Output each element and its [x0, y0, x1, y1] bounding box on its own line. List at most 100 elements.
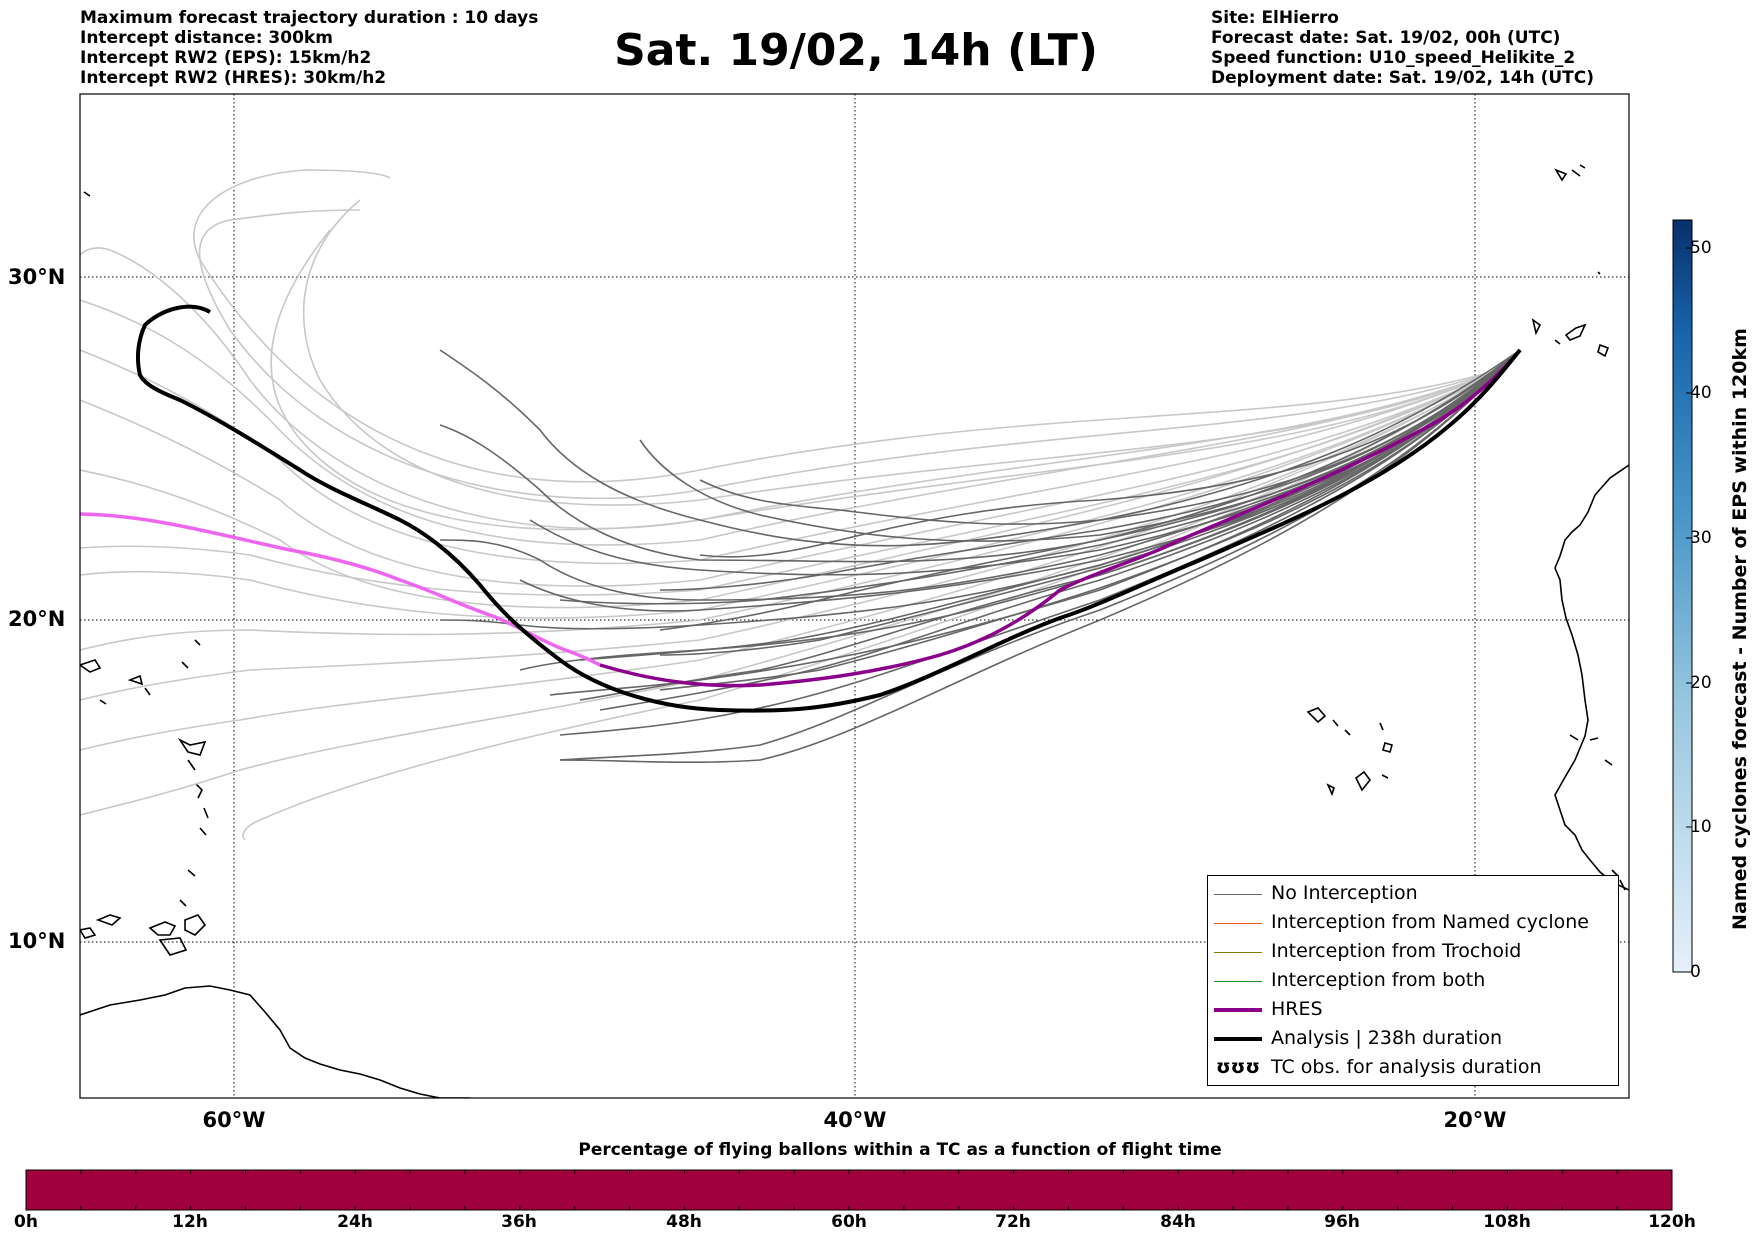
- legend-item-tc-obs: ʊʊʊ TC obs. for analysis duration: [1208, 1054, 1618, 1083]
- hres-trajectory: [599, 348, 1522, 688]
- colorbar-tick-10: 10: [1690, 817, 1712, 837]
- legend-item-named-cyclone: Interception from Named cyclone: [1208, 909, 1618, 938]
- faded-track-11: [80, 367, 1506, 751]
- colorbar-title: Named cyclones forecast - Number of EPS …: [1729, 328, 1751, 930]
- faded-track-10: [80, 367, 1506, 701]
- map-frame: [79, 93, 1630, 1099]
- lat-label-20: 20°N: [8, 607, 66, 631]
- pct-tick-0h: 0h: [14, 1212, 38, 1232]
- pct-tick-36h: 36h: [501, 1212, 537, 1232]
- legend-label-analysis: Analysis | 238h duration: [1271, 1027, 1503, 1049]
- pct-tick-72h: 72h: [995, 1212, 1031, 1232]
- pct-tick-84h: 84h: [1160, 1212, 1196, 1232]
- coast-canaries: [1531, 164, 1610, 358]
- lon-label-20: 20°W: [1443, 1108, 1507, 1132]
- legend: No Interception Interception from Named …: [1207, 875, 1619, 1086]
- legend-label-hres: HRES: [1271, 998, 1323, 1020]
- pct-tick-12h: 12h: [172, 1212, 208, 1232]
- legend-item-no-interception: No Interception: [1208, 880, 1618, 909]
- lon-label-40: 40°W: [823, 1108, 887, 1132]
- legend-item-analysis: Analysis | 238h duration: [1208, 1025, 1618, 1054]
- colorbar-tick-30: 30: [1690, 528, 1712, 548]
- faded-track-14: [270, 229, 1506, 531]
- coast-caribbean-isles: [80, 914, 207, 939]
- header-left-info: Maximum forecast trajectory duration : 1…: [80, 8, 538, 88]
- pct-tick-24h: 24h: [337, 1212, 373, 1232]
- percentage-bar-ticks: [25, 1170, 1673, 1210]
- pct-tick-96h: 96h: [1324, 1212, 1360, 1232]
- faded-track-12: [80, 367, 1506, 816]
- eps-track-8: [559, 349, 1521, 761]
- header-deployment-date: Deployment date: Sat. 19/02, 14h (UTC): [1211, 68, 1595, 88]
- pct-tick-120h: 120h: [1648, 1212, 1696, 1232]
- coastlines: [80, 164, 1629, 1098]
- main-title: Sat. 19/02, 14h (LT): [614, 25, 1098, 76]
- eps-track-5: [519, 349, 1521, 671]
- header-max-duration: Maximum forecast trajectory duration : 1…: [80, 8, 539, 28]
- pct-tick-60h: 60h: [831, 1212, 867, 1232]
- faded-track-6: [80, 367, 1506, 587]
- header-intercept-hres: Intercept RW2 (HRES): 30km/h2: [80, 68, 387, 88]
- faded-track-9: [80, 367, 1506, 651]
- lon-label-60: 60°W: [202, 1108, 266, 1132]
- eps-track-19: [659, 349, 1521, 591]
- faded-track-15: [302, 199, 1506, 506]
- faded-track-13: [242, 367, 1506, 841]
- eps-track-1: [439, 349, 1521, 547]
- legend-item-both: Interception from both: [1208, 967, 1618, 996]
- colorbar-tick-50: 50: [1690, 238, 1712, 258]
- coast-lesser-antilles: [144, 639, 209, 907]
- colorbar-ticks: [1686, 247, 1692, 973]
- analysis-trajectory: [135, 304, 1522, 713]
- faded-track-3: [80, 247, 1506, 530]
- percentage-bar: [25, 1169, 1673, 1211]
- coast-cape-verde: [1306, 707, 1393, 797]
- eps-track-16: [579, 349, 1521, 661]
- faded-track-1: [193, 169, 1506, 483]
- header-site: Site: ElHierro: [1211, 8, 1339, 28]
- eps-track-2: [439, 349, 1521, 563]
- legend-swatch-no-interception: [1214, 894, 1262, 895]
- eps-track-17: [599, 349, 1521, 711]
- faded-track-4: [80, 299, 1506, 546]
- faded-track-16: [80, 367, 1506, 596]
- pct-tick-108h: 108h: [1483, 1212, 1531, 1232]
- eps-track-3: [439, 349, 1521, 601]
- hres-faded-trajectory: [80, 512, 601, 667]
- eps-track-20: [659, 349, 1521, 631]
- legend-swatch-trochoid: [1214, 952, 1262, 953]
- coast-puerto-rico: [80, 659, 144, 705]
- colorbar: [1672, 219, 1693, 973]
- legend-swatch-both: [1214, 981, 1262, 982]
- eps-track-4: [439, 349, 1521, 630]
- header-speed-function: Speed function: U10_speed_Helikite_2: [1211, 48, 1576, 68]
- colorbar-tick-40: 40: [1690, 383, 1712, 403]
- legend-label-trochoid: Interception from Trochoid: [1271, 940, 1522, 962]
- coast-africa: [1554, 464, 1629, 891]
- legend-swatch-hres: [1214, 1008, 1262, 1012]
- legend-item-trochoid: Interception from Trochoid: [1208, 938, 1618, 967]
- coast-africa-isles: [1569, 734, 1626, 891]
- colorbar-tick-0: 0: [1690, 962, 1701, 982]
- faded-track-5: [80, 349, 1506, 565]
- percentage-bar-title: Percentage of flying ballons within a TC…: [578, 1140, 1222, 1160]
- legend-label-tc-obs: TC obs. for analysis duration: [1271, 1056, 1542, 1078]
- coast-trinidad: [158, 937, 188, 956]
- legend-label-no-interception: No Interception: [1271, 882, 1418, 904]
- eps-trajectories: [439, 349, 1521, 764]
- coast-northwest-dot: [83, 191, 91, 197]
- legend-swatch-analysis: [1214, 1037, 1262, 1041]
- header-intercept-distance: Intercept distance: 300km: [80, 28, 333, 48]
- eps-track-14: [699, 349, 1521, 558]
- pct-tick-48h: 48h: [666, 1212, 702, 1232]
- eps-track-15: [579, 349, 1521, 701]
- header-right-info: Site: ElHierro Forecast date: Sat. 19/02…: [1211, 8, 1594, 88]
- header-intercept-eps: Intercept RW2 (EPS): 15km/h2: [80, 48, 372, 68]
- coast-south-america: [80, 985, 470, 1098]
- legend-label-named-cyclone: Interception from Named cyclone: [1271, 911, 1589, 933]
- tc-obs-symbol-icon: ʊʊʊ: [1216, 1056, 1261, 1078]
- header-forecast-date: Forecast date: Sat. 19/02, 00h (UTC): [1211, 28, 1561, 48]
- lat-label-30: 30°N: [8, 265, 66, 289]
- legend-item-hres: HRES: [1208, 996, 1618, 1025]
